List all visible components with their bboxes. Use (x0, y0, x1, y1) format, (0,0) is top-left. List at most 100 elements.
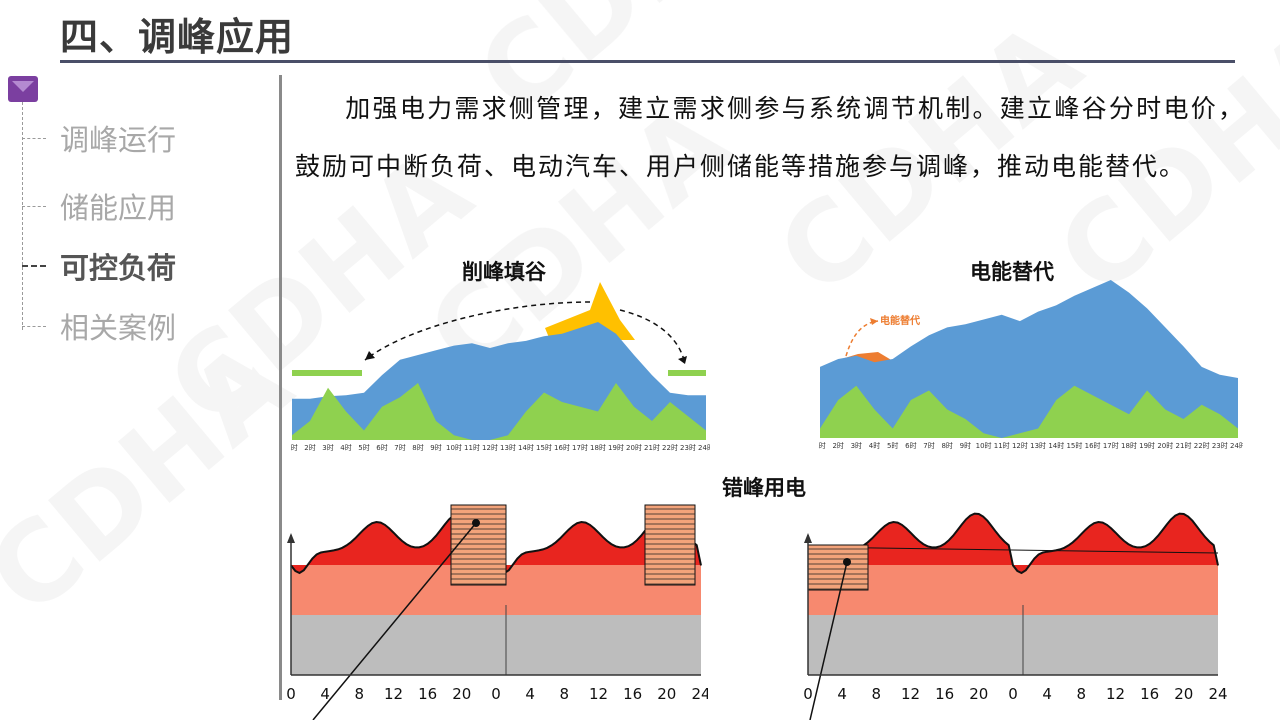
x-tick-label: 17时 (1103, 441, 1119, 450)
x-tick-label: 11时 (994, 441, 1010, 450)
x-tick-label: 10时 (446, 443, 462, 452)
x-tick-label: 21时 (1176, 441, 1192, 450)
hatched-peak (644, 504, 696, 586)
page-title: 四、调峰应用 (60, 15, 295, 59)
x-tick-label: 4 (320, 685, 330, 703)
mid-load (808, 565, 1218, 615)
hatched-peak (807, 544, 869, 591)
x-tick-label: 7时 (923, 441, 934, 450)
vertical-divider (279, 75, 282, 700)
nav-item-label: 可控负荷 (60, 251, 177, 285)
x-tick-label: 3时 (851, 441, 862, 450)
hatched-peak (450, 504, 507, 586)
arrow-left-head (365, 351, 375, 360)
x-tick-label: 22时 (1194, 441, 1210, 450)
body-paragraph: 加强电力需求侧管理，建立需求侧参与系统调节机制。建立峰谷分时电价，鼓励可中断负荷… (295, 94, 1245, 181)
nav-item-peak-operation[interactable]: 调峰运行 (22, 118, 176, 158)
x-tick-label: 16 (418, 685, 437, 703)
x-tick-label: 23时 (1212, 441, 1228, 450)
x-tick-label: 0 (491, 685, 501, 703)
nav-item-cases[interactable]: 相关案例 (22, 306, 176, 346)
x-tick-label: 5时 (358, 443, 369, 452)
x-tick-label: 8 (872, 685, 882, 703)
x-tick-label: 8 (1077, 685, 1087, 703)
x-tick-label: 6时 (376, 443, 387, 452)
x-tick-label: 20时 (626, 443, 642, 452)
x-tick-label: 5时 (887, 441, 898, 450)
x-tick-label: 0 (803, 685, 813, 703)
x-tick-label: 2时 (832, 441, 843, 450)
x-tick-label: 17时 (572, 443, 588, 452)
x-tick-label: 24 (1208, 685, 1227, 703)
x-tick-label: 22时 (662, 443, 678, 452)
nav-item-label: 储能应用 (60, 191, 177, 225)
arrow-right-head (678, 356, 687, 364)
x-tick-label: 1时 (818, 441, 826, 450)
x-tick-label: 4 (525, 685, 535, 703)
flat-line (807, 546, 1219, 554)
x-tick-label: 4 (837, 685, 847, 703)
x-tick-label: 12 (1106, 685, 1125, 703)
x-tick-label: 0 (1008, 685, 1018, 703)
x-tick-label: 15时 (536, 443, 552, 452)
x-tick-label: 24时 (1230, 441, 1243, 450)
nav-item-storage[interactable]: 储能应用 (22, 186, 176, 226)
nav-item-label: 相关案例 (60, 311, 177, 345)
x-tick-label: 12 (384, 685, 403, 703)
x-tick-label: 14时 (1048, 441, 1064, 450)
pointer-line (312, 522, 477, 720)
x-tick-label: 12 (901, 685, 920, 703)
peak-load (808, 513, 1218, 573)
x-tick-label: 20 (1174, 685, 1193, 703)
x-tick-label: 14时 (518, 443, 534, 452)
x-tick-label: 8 (560, 685, 570, 703)
base-load (808, 615, 1218, 675)
arrow-right (619, 309, 686, 365)
x-tick-label: 20 (969, 685, 988, 703)
substitution-label: 电能替代 (880, 314, 920, 327)
y-axis-arrow (287, 533, 295, 543)
peak-area (545, 282, 635, 340)
x-tick-label: 2时 (304, 443, 315, 452)
x-tick-label: 23时 (680, 443, 696, 452)
x-tick-label: 9时 (430, 443, 441, 452)
x-tick-label: 19时 (1139, 441, 1155, 450)
valley-fill-left (292, 370, 362, 376)
x-tick-label: 16时 (554, 443, 570, 452)
x-tick-label: 8时 (941, 441, 952, 450)
base-load (291, 615, 701, 675)
header-divider (60, 60, 1235, 63)
x-tick-label: 11时 (464, 443, 480, 452)
chart-title-electric-substitution: 电能替代 (970, 260, 1054, 284)
staggered-use-chart-left: 0 4 8 12 16 20 0 4 8 12 16 20 24 (286, 504, 708, 720)
nav-item-controllable-load[interactable]: 可控负荷 (22, 246, 176, 286)
x-tick-label: 20时 (1157, 441, 1173, 450)
x-tick-label: 8时 (412, 443, 423, 452)
substitution-arrow (845, 320, 879, 357)
electric-substitution-chart: 电能替代 1时 2时 3时 4时 5时 6时 7时 8时 9时 10时11时12时13时14时15时… (818, 280, 1243, 450)
green-area (292, 383, 706, 440)
x-tick-label: 6时 (905, 441, 916, 450)
x-tick-label: 10时 (976, 441, 992, 450)
svg-text:CDHA: CDHA (0, 317, 314, 640)
x-tick-label: 24时 (698, 443, 710, 452)
x-tick-label: 12时 (1012, 441, 1028, 450)
x-tick-label: 4 (1042, 685, 1052, 703)
x-tick-label: 16 (935, 685, 954, 703)
nav-tree-line (22, 102, 23, 330)
nav-marker-icon (8, 76, 38, 102)
x-tick-label: 8 (355, 685, 365, 703)
arrow-left (364, 301, 591, 361)
x-tick-label: 20 (657, 685, 676, 703)
green-area (820, 385, 1238, 438)
peak-load (291, 513, 701, 573)
peak-shaving-chart: 1时2时3时4时5时6时7时8时9时10时11时12时13时14时15时16时1… (290, 282, 710, 452)
valley-fill-right (668, 370, 706, 376)
pointer-line (809, 561, 848, 720)
x-tick-label: 13时 (1030, 441, 1046, 450)
staggered-use-chart-right: 0 4 8 12 16 20 0 4 8 12 16 20 24 (803, 512, 1228, 720)
x-tick-label: 16 (1140, 685, 1159, 703)
x-tick-label: 16 (623, 685, 642, 703)
x-tick-label: 19时 (608, 443, 624, 452)
substitution-arrow-head (870, 318, 878, 325)
